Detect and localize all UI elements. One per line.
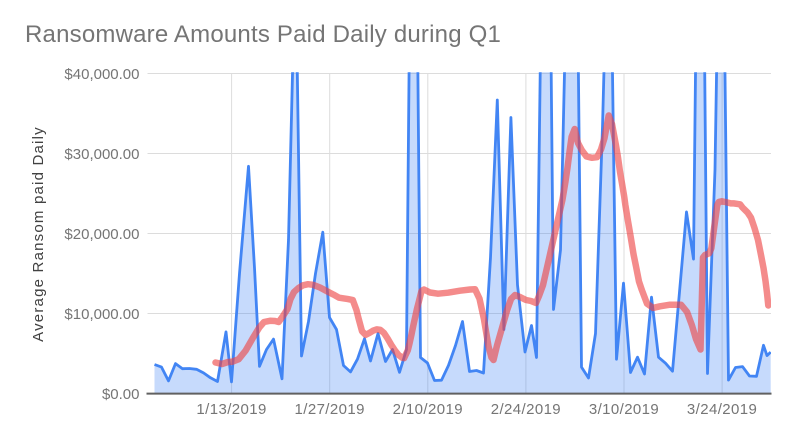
svg-text:$40,000.00: $40,000.00 bbox=[64, 66, 139, 83]
svg-text:$30,000.00: $30,000.00 bbox=[64, 146, 139, 163]
svg-text:2/24/2019: 2/24/2019 bbox=[491, 401, 561, 418]
svg-text:$10,000.00: $10,000.00 bbox=[64, 306, 139, 323]
svg-text:1/13/2019: 1/13/2019 bbox=[196, 401, 266, 418]
svg-text:$0.00: $0.00 bbox=[102, 386, 140, 403]
svg-text:3/10/2019: 3/10/2019 bbox=[589, 401, 659, 418]
svg-text:2/10/2019: 2/10/2019 bbox=[393, 401, 463, 418]
svg-text:Average Ransom paid Daily: Average Ransom paid Daily bbox=[30, 126, 47, 342]
svg-text:$20,000.00: $20,000.00 bbox=[64, 226, 139, 243]
svg-text:1/27/2019: 1/27/2019 bbox=[295, 401, 365, 418]
svg-text:Ransomware Amounts Paid Daily: Ransomware Amounts Paid Daily during Q1 bbox=[25, 21, 501, 48]
svg-text:3/24/2019: 3/24/2019 bbox=[687, 401, 757, 418]
